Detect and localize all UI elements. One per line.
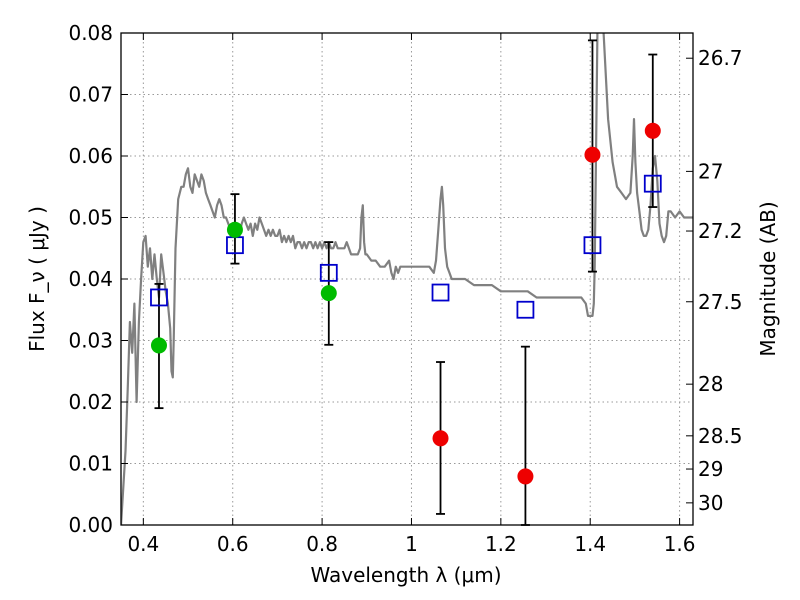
marker-layer bbox=[150, 39, 662, 526]
x-axis-label: Wavelength λ (μm) bbox=[310, 563, 501, 587]
grid bbox=[121, 33, 693, 525]
y-right-tick-label: 27.5 bbox=[698, 290, 743, 314]
observed-flux-point bbox=[644, 122, 661, 139]
model-square-marker bbox=[319, 263, 338, 282]
observed-flux-point bbox=[226, 221, 243, 238]
x-tick-label: 1.6 bbox=[664, 532, 696, 556]
y-axis-right-label: Magnitude (AB) bbox=[756, 201, 780, 356]
y-right-tick-label: 28 bbox=[698, 372, 723, 396]
x-tick-label: 1 bbox=[405, 532, 418, 556]
y-right-tick-label: 26.7 bbox=[698, 46, 743, 70]
x-tick-label: 0.8 bbox=[306, 532, 338, 556]
observed-flux-point bbox=[517, 468, 534, 485]
y-tick-label: 0.03 bbox=[68, 329, 113, 353]
model-square-marker bbox=[516, 300, 535, 319]
y-tick-label: 0.01 bbox=[68, 452, 113, 476]
y-axis-label: Flux F_ν ( μJy ) bbox=[25, 206, 49, 352]
model-square-marker bbox=[583, 236, 602, 255]
observed-flux-point bbox=[320, 285, 337, 302]
x-tick-label: 0.4 bbox=[127, 532, 159, 556]
data-layer bbox=[121, 33, 693, 525]
y-tick-label: 0.06 bbox=[68, 144, 113, 168]
y-right-tick-label: 28.5 bbox=[698, 424, 743, 448]
y-right-tick-label: 27 bbox=[698, 159, 723, 183]
model-square-marker bbox=[150, 288, 168, 307]
y-right-tick-label: 27.2 bbox=[698, 219, 743, 243]
y-right-tick-label: 30 bbox=[698, 491, 723, 515]
y-tick-label: 0.02 bbox=[68, 390, 113, 414]
x-tick-label: 1.2 bbox=[485, 532, 517, 556]
ticks: 0.4 0.6 0.8 1 1.2 1.4 1.6 0.00 0.01 0.02 0.03 0.04 0… bbox=[68, 21, 742, 556]
y-tick-label: 0.00 bbox=[68, 513, 113, 537]
y-right-tick-label: 29 bbox=[698, 457, 723, 481]
y-tick-label: 0.05 bbox=[68, 206, 113, 230]
y-tick-label: 0.08 bbox=[68, 21, 113, 45]
observed-flux-point bbox=[584, 146, 601, 163]
model-square-marker bbox=[431, 283, 450, 302]
y-tick-label: 0.07 bbox=[68, 83, 113, 107]
y-tick-label: 0.04 bbox=[68, 267, 113, 291]
x-tick-label: 0.6 bbox=[217, 532, 249, 556]
observed-flux-point bbox=[150, 337, 167, 354]
model-square-marker bbox=[643, 174, 662, 193]
spectrum-line bbox=[121, 33, 693, 525]
x-tick-label: 1.4 bbox=[574, 532, 606, 556]
observed-flux-point bbox=[432, 430, 449, 447]
